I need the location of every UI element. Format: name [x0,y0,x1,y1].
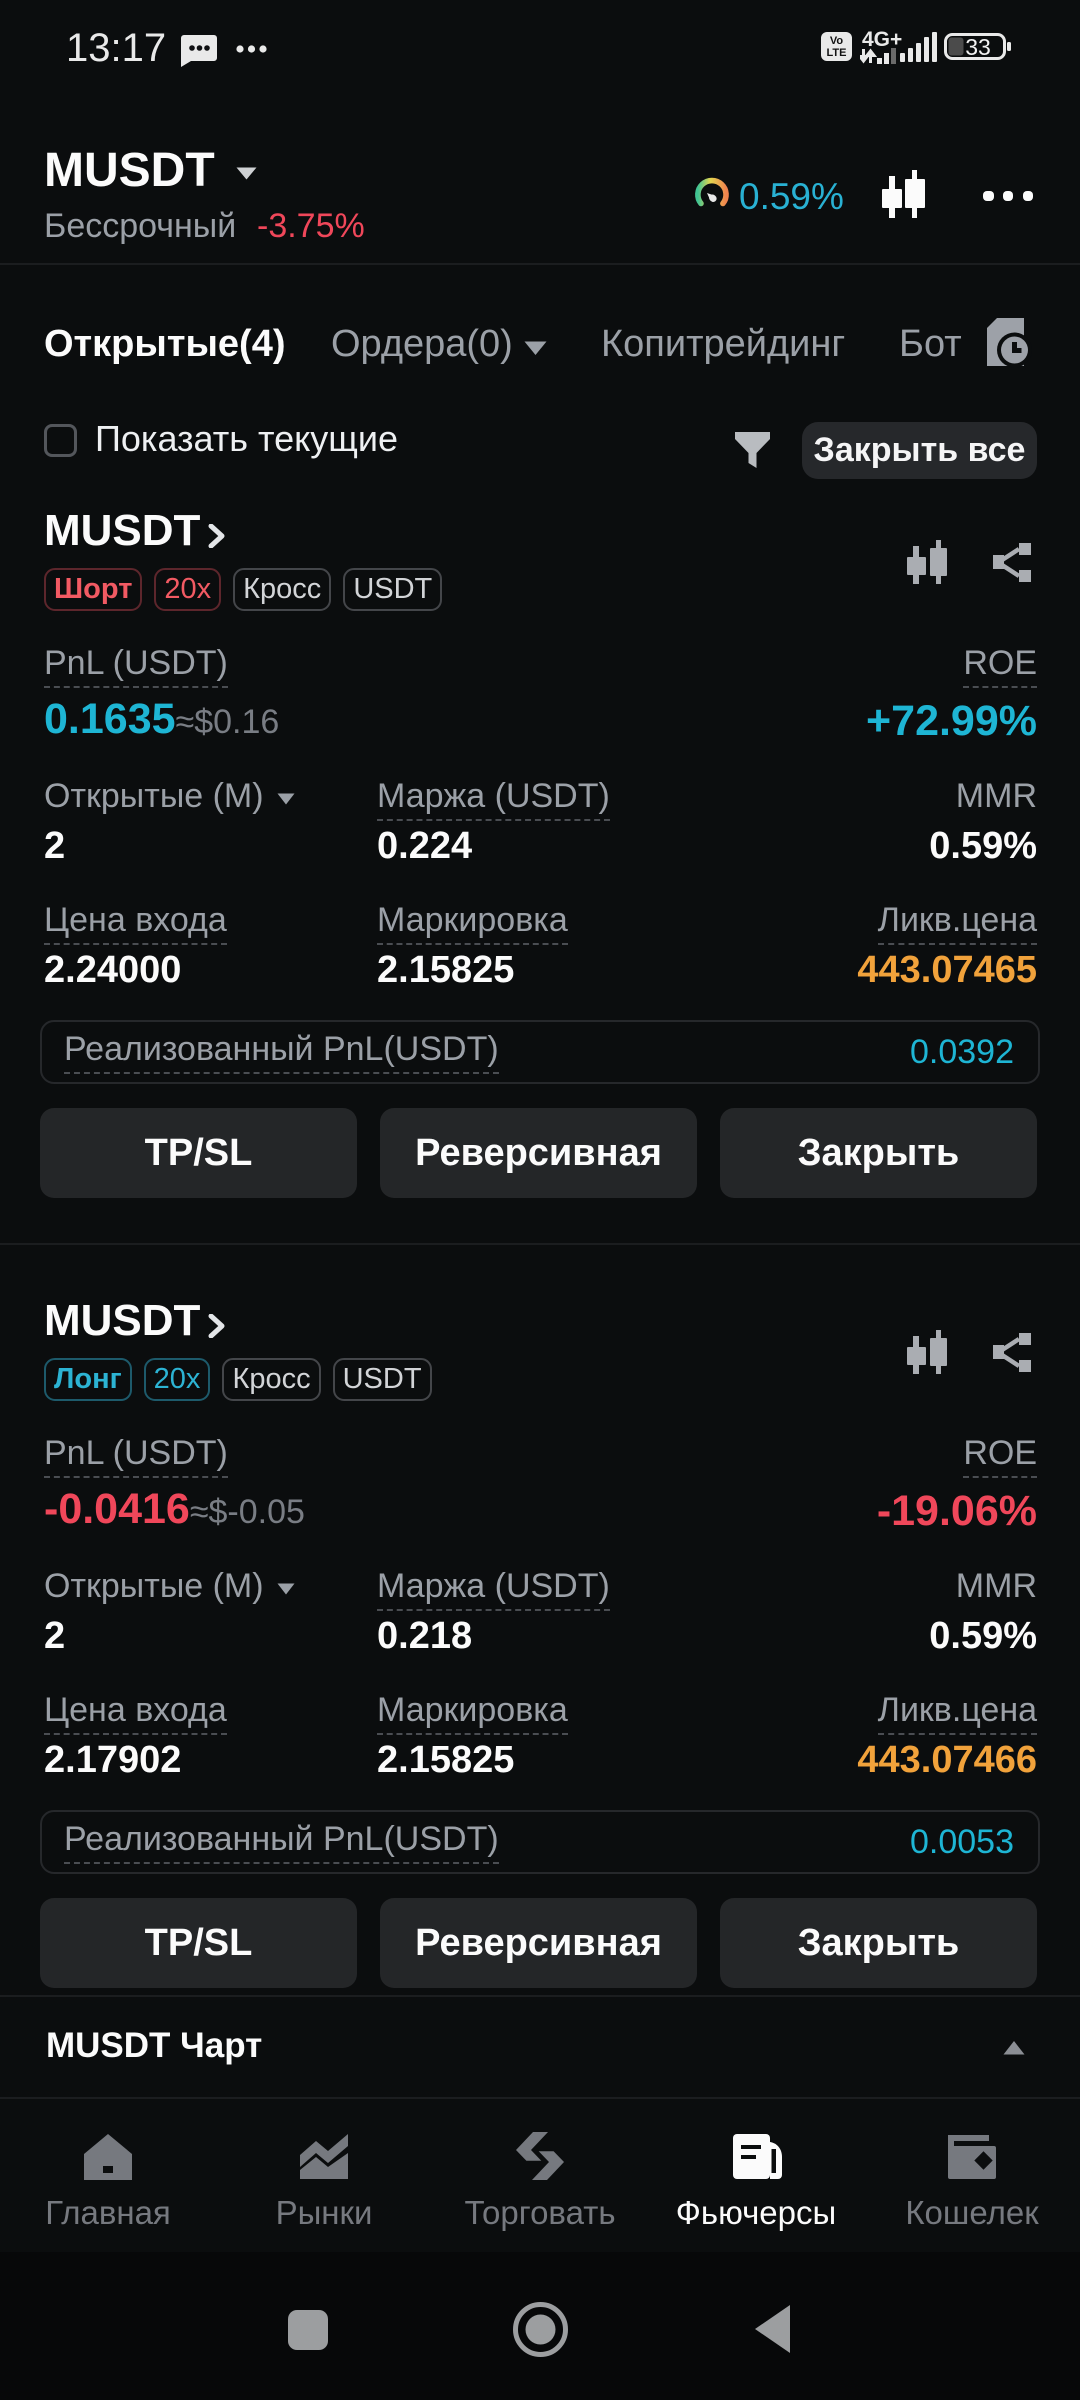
svg-text:Vo: Vo [830,35,844,47]
svg-text:LTE: LTE [827,47,847,59]
svg-text:33: 33 [965,34,991,60]
